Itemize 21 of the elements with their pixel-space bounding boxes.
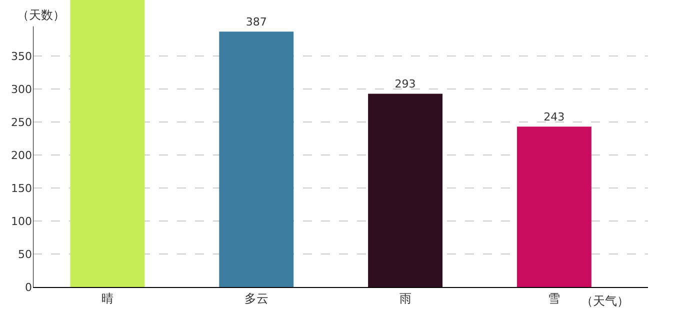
y-axis-title: （天数）	[17, 8, 65, 22]
data-label: 387	[246, 16, 267, 29]
y-tick-label: 350	[11, 50, 32, 63]
x-tick-label: 晴	[101, 291, 114, 306]
x-axis-title: （天气）	[581, 294, 629, 308]
bar	[219, 32, 294, 287]
y-tick-label: 100	[11, 214, 32, 228]
bar	[70, 0, 145, 287]
bar	[368, 94, 442, 287]
bar	[516, 126, 592, 287]
y-tick-label: 0	[25, 280, 32, 294]
y-tick-label: 200	[11, 148, 32, 162]
y-tick-label: 50	[18, 248, 32, 261]
y-tick-label: 300	[11, 82, 32, 96]
y-tick-label: 150	[11, 182, 32, 195]
data-label: 243	[544, 110, 565, 124]
x-tick-label: 雪	[548, 291, 560, 306]
x-tick-label: 雨	[399, 291, 412, 306]
x-tick-label: 多云	[244, 291, 268, 306]
y-tick-label: 250	[11, 116, 32, 129]
data-label: 293	[394, 78, 416, 91]
